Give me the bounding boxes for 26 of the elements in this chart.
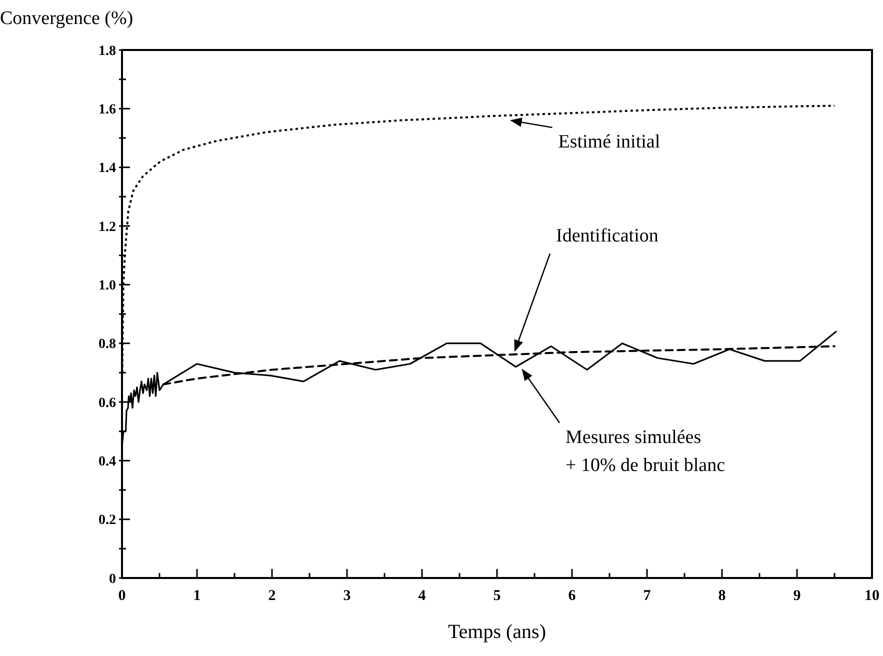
annotation: Mesures simulées + 10% de bruit blanc [566,426,726,476]
y-tick-label: 0.8 [98,337,116,352]
x-tick-label: 0 [118,588,126,604]
x-tick-label: 6 [568,588,576,604]
y-tick-label: 1.2 [98,220,116,235]
y-tick-label: 0.2 [98,513,116,528]
x-tick-label: 4 [418,588,426,604]
y-tick-label: 1.4 [98,161,116,176]
x-tick-label: 3 [343,588,351,604]
x-tick-label: 10 [864,588,880,604]
x-tick-label: 8 [718,588,726,604]
x-tick-label: 9 [793,588,801,604]
y-axis-title: Convergence (%) [0,8,134,29]
x-tick-label: 1 [193,588,201,604]
y-tick-label: 0.6 [98,396,116,411]
annotation: Identification [556,226,659,247]
x-tick-label: 2 [268,588,276,604]
x-axis-title: Temps (ans) [448,621,546,643]
y-tick-label: 1.0 [98,278,116,294]
y-tick-label: 0.4 [98,454,116,470]
x-tick-label: 5 [493,588,501,604]
y-tick-label: 1.6 [98,102,116,118]
y-tick-label: 0 [109,572,116,587]
y-tick-label: 1.8 [98,44,116,59]
annotation: Estimé initial [558,131,660,152]
x-tick-label: 7 [643,588,652,604]
